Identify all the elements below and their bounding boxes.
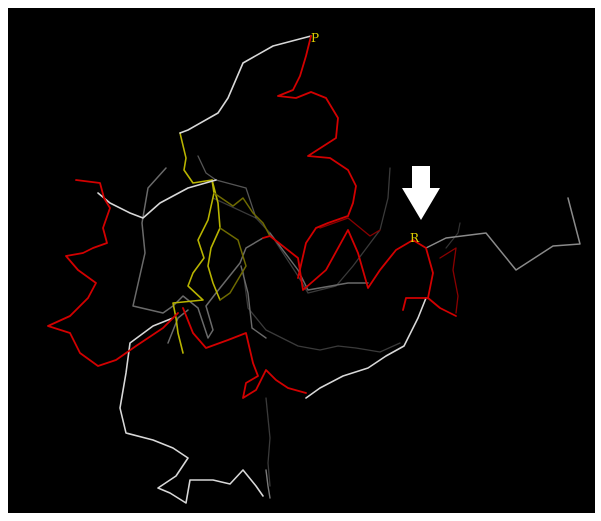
backbone-segment-yellow xyxy=(207,179,221,301)
backbone-segment-gray xyxy=(269,232,369,291)
molecule-viewer: P R xyxy=(8,8,595,513)
backbone-segment-gray xyxy=(265,469,271,499)
white-strands xyxy=(97,35,427,504)
label-r: R xyxy=(410,231,420,245)
backbone-segment-gray xyxy=(240,265,267,339)
backbone-segment-red xyxy=(262,229,434,311)
backbone-segment-dark-gray xyxy=(445,222,461,249)
backbone-segment-dark-gray xyxy=(197,155,257,219)
backbone-segment-white xyxy=(119,317,264,504)
backbone-segment-dark-gray xyxy=(212,167,391,294)
backbone-segment-dark-red xyxy=(319,217,381,237)
down-arrow-icon xyxy=(402,166,440,220)
backbone-segment-white xyxy=(97,179,217,219)
backbone-segment-red xyxy=(277,35,357,279)
backbone-segment-white xyxy=(305,297,427,399)
backbone-segment-dark-red xyxy=(439,247,459,314)
backbone-segment-dark-yellow xyxy=(219,227,247,301)
backbone-segment-gray xyxy=(132,167,264,339)
protein-backbone-render: P R xyxy=(47,31,581,504)
yellow-strands xyxy=(172,132,271,354)
backbone-segment-gray xyxy=(425,197,581,271)
backbone-segment-dark-yellow xyxy=(213,192,271,237)
back-strands xyxy=(197,155,461,487)
label-p: P xyxy=(311,31,319,45)
backbone-segment-dark-gray xyxy=(242,269,401,353)
backbone-segment-dark-gray xyxy=(265,397,271,487)
backbone-segment-red xyxy=(47,179,179,367)
backbone-segment-red xyxy=(427,297,457,317)
backbone-segment-white xyxy=(179,35,312,134)
red-strands xyxy=(47,35,457,399)
mid-strands xyxy=(132,167,581,499)
backbone-segment-yellow xyxy=(172,132,215,354)
backbone-segment-red xyxy=(182,307,307,399)
